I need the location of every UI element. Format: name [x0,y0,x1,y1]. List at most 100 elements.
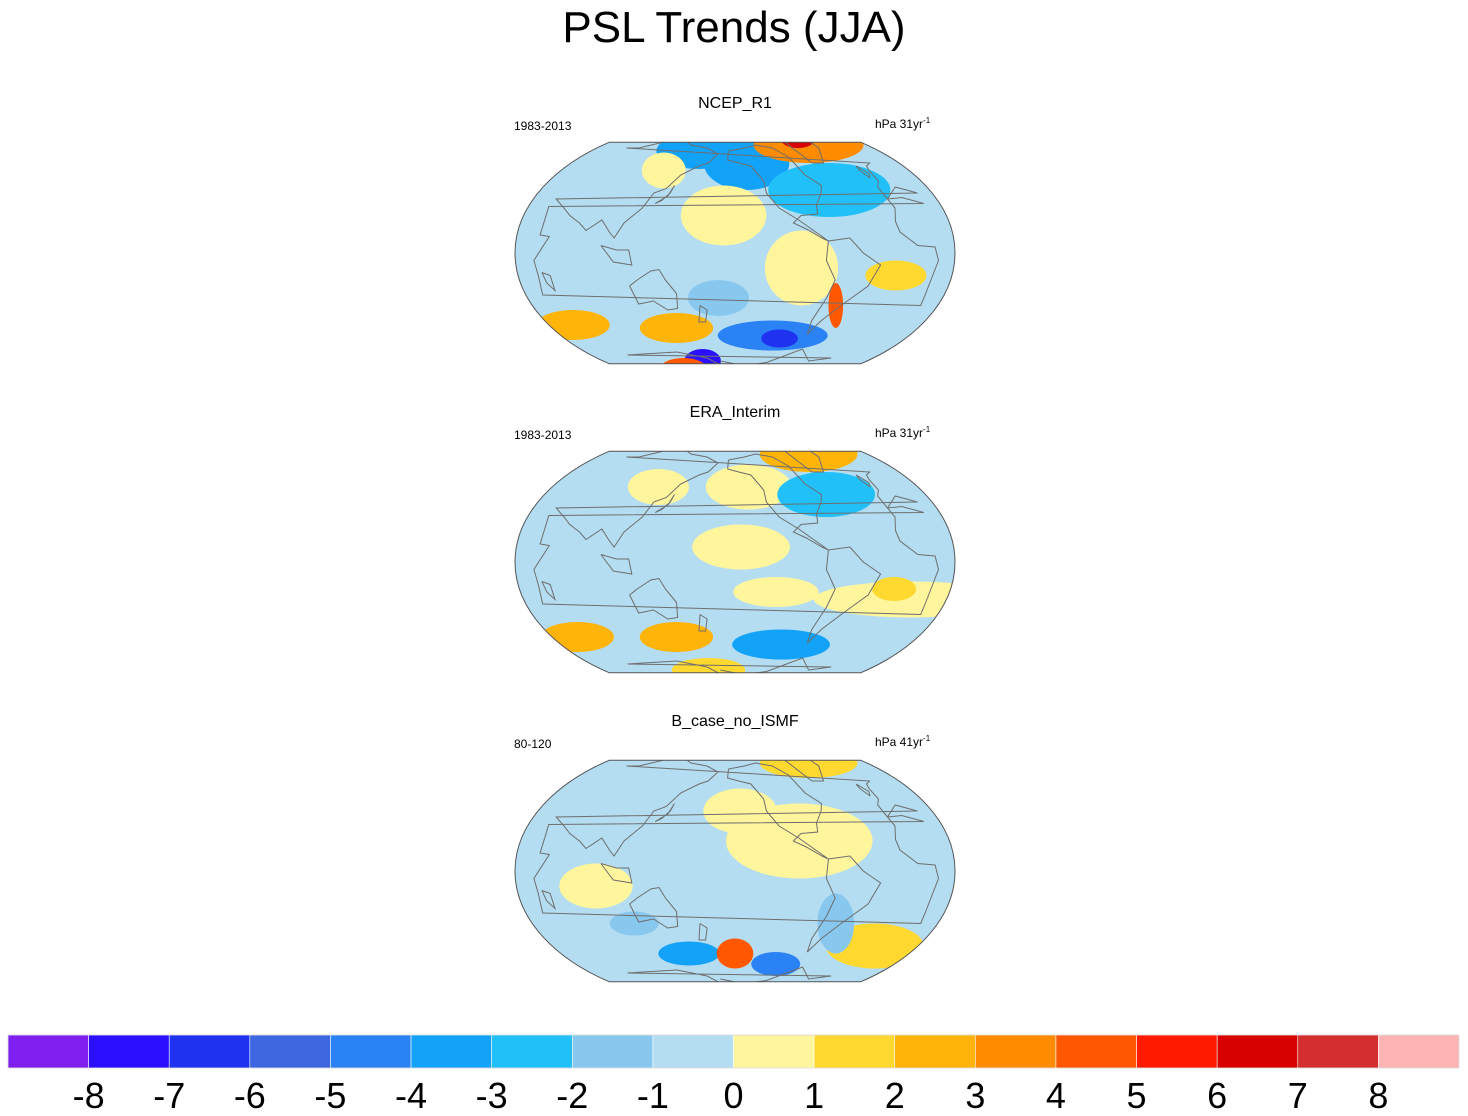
coastline [855,783,871,797]
coastline [654,494,675,513]
chart-title: PSL Trends (JJA) [562,3,906,52]
trend-contour [687,280,750,316]
map-body [515,760,955,982]
colorbar-tick-label: -6 [234,1075,266,1116]
colorbar-swatch [1136,1034,1218,1069]
units-exponent: -1 [923,425,931,434]
trend-contour [764,230,839,306]
colorbar-tick-label: 0 [723,1075,743,1116]
trend-contour [777,472,876,517]
coastline [855,165,871,179]
colorbar-swatch [330,1034,412,1069]
trend-contour [759,760,858,778]
colorbar-swatch [410,1034,492,1069]
colorbar-swatch [1378,1034,1460,1069]
colorbar-tick-label: -1 [637,1075,669,1116]
colorbar-tick-label: 7 [1288,1075,1308,1116]
units-exponent: -1 [923,116,931,125]
units-text: hPa 31yr [875,117,924,131]
panel-period: 80-120 [514,737,552,751]
trend-contour [680,185,767,246]
panel-units: hPa 41yr-1 [875,734,930,749]
colorbar-tick-label: -8 [73,1075,105,1116]
panel-title: NCEP_R1 [698,95,772,112]
trend-contour [761,329,798,348]
map-panel-era-interim: ERA_Interim 1983-2013 hPa 31yr-1 [500,404,970,704]
trend-contour [639,313,714,343]
colorbar-swatch [1055,1034,1137,1069]
coastline [541,581,557,602]
coastline [629,886,679,929]
coastline [555,142,918,239]
trend-contour [759,451,858,472]
trend-contour [872,577,917,601]
trend-contour [658,358,708,364]
trend-contour [780,142,816,148]
colorbar-tick-label: 6 [1207,1075,1227,1116]
colorbar-tick-label: 2 [885,1075,905,1116]
coastline [698,923,708,941]
coastline [727,762,829,860]
coastline [555,760,918,857]
map-panel-b-case-no-ismf: B_case_no_ISMF 80-120 hPa 41yr-1 [500,713,970,1013]
trend-contour [692,524,790,570]
colorbar-swatch [1216,1034,1299,1069]
colorbar-swatch [168,1034,251,1069]
map-body [515,142,955,364]
coastline [629,268,679,311]
colorbar-swatch [894,1034,976,1069]
colorbar-swatch [975,1034,1057,1069]
coastline [533,196,940,307]
coastline [533,814,940,925]
coastline [806,546,882,644]
panel-period: 1983-2013 [514,428,572,442]
colorbar-tick-label: -5 [314,1075,346,1116]
colorbar-tick-label: 1 [804,1075,824,1116]
colorbar-swatch [249,1034,331,1069]
panel-title: B_case_no_ISMF [671,713,799,730]
trend-contour [817,893,855,954]
trend-contour [803,203,955,258]
coastline [533,505,940,616]
coastline [600,863,633,884]
trend-contour [658,941,720,966]
coastline [776,142,825,164]
trend-contour [828,283,844,328]
colorbar-swatch [571,1034,654,1069]
colorbar-tick-label: 5 [1127,1075,1147,1116]
trend-contour [641,152,686,189]
trend-contour [751,952,801,976]
coastline [855,474,871,488]
colorbar-swatch [7,1034,89,1069]
map-outline [514,141,956,365]
coastline [698,614,708,632]
coastline [629,577,679,620]
colorbar-tick-label: 8 [1368,1075,1388,1116]
colorbar-swatch [813,1034,896,1069]
trend-contour [865,260,927,291]
coastline [654,185,675,204]
trend-contour [559,863,633,909]
trend-contour [671,658,746,673]
map-band [515,451,955,673]
colorbar-tick-label: -3 [476,1075,508,1116]
trend-contour [732,629,830,660]
trend-contour [627,469,689,505]
units-text: hPa 41yr [875,735,924,749]
colorbar-swatch [1297,1034,1379,1069]
coastline [776,451,825,473]
map-panel-ncep-r1: NCEP_R1 1983-2013 hPa 31yr-1 [500,95,970,395]
trend-contour [768,163,891,217]
panel-units: hPa 31yr-1 [875,116,930,131]
trend-contour [609,911,659,936]
colorbar-frame [7,1034,1460,1069]
coastline [806,855,882,953]
trend-contour [639,622,714,652]
colorbar-tick-label: 3 [965,1075,985,1116]
trend-contour [813,581,955,618]
panel-title: ERA_Interim [689,404,781,421]
colorbar-tick-label: -2 [556,1075,588,1116]
coastline [541,890,557,911]
coastline [727,144,829,242]
panel-period: 1983-2013 [514,119,572,133]
